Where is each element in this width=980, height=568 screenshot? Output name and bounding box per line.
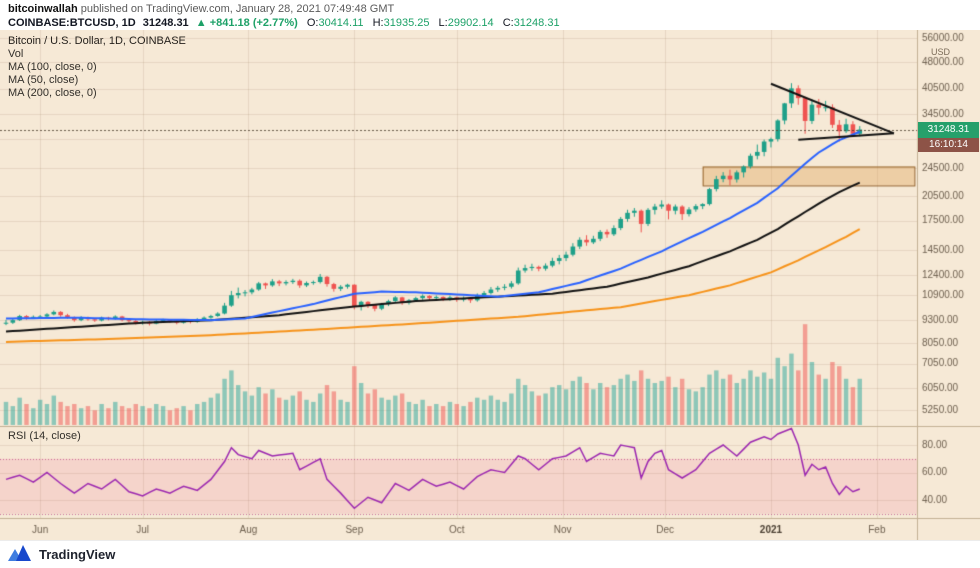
rsi-legend[interactable]: RSI (14, close) <box>8 430 81 442</box>
axis-unit-label: USD <box>931 47 951 57</box>
open-value: 30414.11 <box>318 17 364 29</box>
high-label: H: <box>372 17 384 29</box>
footer-bar: TradingView <box>0 540 980 568</box>
ticker-line: COINBASE:BTCUSD, 1D 31248.31 ▲ +841.18 (… <box>8 16 972 30</box>
legend-ma100[interactable]: MA (100, close, 0) <box>8 61 97 73</box>
countdown-badge: 16:10:14 <box>918 138 979 152</box>
tradingview-brand-text[interactable]: TradingView <box>39 547 116 562</box>
open-label: O: <box>306 17 319 29</box>
attribution-text: published on TradingView.com, January 28… <box>77 3 395 15</box>
price-badge: 31248.31 <box>918 122 979 138</box>
author-name: bitcoinwallah <box>8 3 78 15</box>
chart-area: Bitcoin / U.S. Dollar, 1D, COINBASE Vol … <box>0 30 980 540</box>
low-value: 29902.14 <box>447 17 494 29</box>
close-label: C: <box>502 17 514 29</box>
header-bar: bitcoinwallah published on TradingView.c… <box>0 0 980 30</box>
chart-title[interactable]: Bitcoin / U.S. Dollar, 1D, COINBASE <box>8 35 186 47</box>
low-label: L: <box>438 17 448 29</box>
close-value: 31248.31 <box>513 17 560 29</box>
tradingview-logo-icon[interactable] <box>8 544 32 566</box>
symbol-label: COINBASE:BTCUSD, 1D <box>8 17 136 29</box>
attribution-line: bitcoinwallah published on TradingView.c… <box>8 2 972 16</box>
price-change-text: ▲ +841.18 (+2.77%) <box>195 17 298 29</box>
high-value: 31935.25 <box>383 17 430 29</box>
legend-ma200[interactable]: MA (200, close, 0) <box>8 87 97 99</box>
legend-ma50[interactable]: MA (50, close) <box>8 74 79 86</box>
last-price-text: 31248.31 <box>142 17 189 29</box>
legend-volume[interactable]: Vol <box>8 48 24 60</box>
price-chart-canvas[interactable] <box>0 30 980 540</box>
chart-legend: Bitcoin / U.S. Dollar, 1D, COINBASE Vol … <box>8 35 186 100</box>
